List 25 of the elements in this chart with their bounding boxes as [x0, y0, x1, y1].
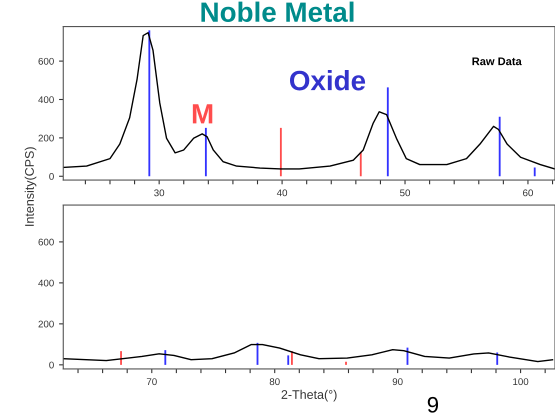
- x-tick-label: 40: [276, 189, 288, 196]
- x-tick-label: 60: [523, 189, 533, 196]
- x-tick-label: 50: [400, 189, 410, 196]
- annotation: Raw Data: [472, 57, 522, 66]
- annotation: M: [192, 104, 212, 124]
- y-tick-label: 600: [38, 58, 54, 65]
- y-tick-label: 0: [49, 362, 54, 368]
- x-tick-label: 30: [154, 189, 164, 196]
- line-series: [63, 32, 555, 170]
- chart-title: Noble Metal: [201, 2, 354, 22]
- y-tick-label: 400: [38, 280, 54, 286]
- y-axis-title: Intensity(CPS): [24, 147, 36, 226]
- annotation: Oxide: [290, 70, 366, 90]
- text: 9: [428, 396, 438, 413]
- y-tick-label: 400: [38, 96, 54, 104]
- line-series: [63, 344, 554, 362]
- y-tick-label: 0: [49, 173, 54, 180]
- x-tick-label: 70: [146, 378, 157, 386]
- x-tick-label: 80: [270, 378, 280, 386]
- x-tick-label: 90: [392, 378, 403, 386]
- x-tick-label: 100: [513, 378, 528, 386]
- x-axis-title: 2-Theta(°): [282, 390, 337, 402]
- y-tick-label: 200: [38, 320, 54, 328]
- y-tick-label: 200: [38, 134, 54, 142]
- y-tick-label: 600: [38, 238, 54, 246]
